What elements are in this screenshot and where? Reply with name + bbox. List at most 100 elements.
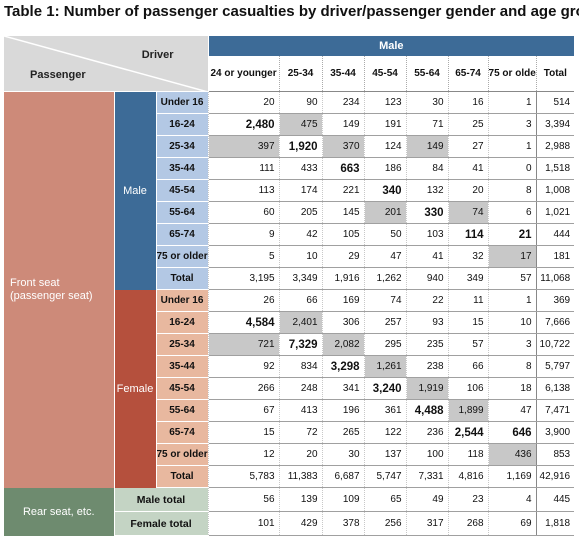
table-cell: 1,919 (405, 377, 449, 400)
table-cell: 181 (535, 245, 575, 268)
age-group-label: 35-44 (156, 355, 209, 378)
table-cell: 186 (363, 157, 407, 180)
age-group-label: 65-74 (156, 223, 209, 246)
table-cell: 234 (321, 91, 365, 114)
table-cell: 103 (405, 223, 449, 246)
table-cell: 3,394 (535, 113, 575, 136)
table-cell: 30 (405, 91, 449, 114)
table-cell: 196 (321, 399, 365, 422)
table-cell: 6 (487, 201, 537, 224)
column-header: Total (535, 56, 575, 92)
table-cell: 67 (207, 399, 280, 422)
table-corner-header: Driver Passenger (4, 36, 209, 92)
column-header: 24 or younger (207, 56, 280, 92)
table-cell: 445 (535, 487, 575, 512)
table-cell: 47 (363, 245, 407, 268)
table-cell: 29 (321, 245, 365, 268)
table-cell: 1,518 (535, 157, 575, 180)
table-cell: 7,666 (535, 311, 575, 334)
table-cell: 330 (405, 201, 449, 224)
table-row: 45-54 266 248 341 3,240 1,919 106 18 6,138 (4, 377, 575, 400)
table-cell: 397 (207, 135, 280, 158)
age-group-label: 45-54 (156, 179, 209, 202)
column-header: 35-44 (321, 56, 365, 92)
table-cell: 32 (447, 245, 489, 268)
table-cell: 106 (447, 377, 489, 400)
column-header: 75 or older (487, 56, 537, 92)
table-cell: 42,916 (535, 465, 575, 488)
front-seat-label: Front seat (passenger seat) (4, 91, 115, 488)
table-cell: 109 (321, 487, 365, 512)
table-cell: 475 (278, 113, 323, 136)
table-cell: 12 (207, 443, 280, 466)
table-cell: 2,544 (447, 421, 489, 444)
age-group-label: 35-44 (156, 157, 209, 180)
table-cell: 8 (487, 179, 537, 202)
table-cell: 15 (207, 421, 280, 444)
table-row: Total 5,783 11,383 6,687 5,747 7,331 4,816 1,16… (4, 465, 575, 488)
table-cell: 10,722 (535, 333, 575, 356)
table-cell: 113 (207, 179, 280, 202)
table-cell: 41 (447, 157, 489, 180)
age-group-label: 75 or older (156, 245, 209, 268)
table-cell: 66 (278, 289, 323, 312)
table-cell: 341 (321, 377, 365, 400)
table-row: 25-34 721 7,329 2,082 295 235 57 3 10,722 (4, 333, 575, 356)
table-cell: 221 (321, 179, 365, 202)
table-cell: 5 (207, 245, 280, 268)
table-cell: 265 (321, 421, 365, 444)
table-cell: 145 (321, 201, 365, 224)
table-cell: 25 (447, 113, 489, 136)
table-cell: 248 (278, 377, 323, 400)
column-header: 55-64 (405, 56, 449, 92)
table-cell: 646 (487, 421, 537, 444)
table-cell: 50 (363, 223, 407, 246)
table-cell: 4,488 (405, 399, 449, 422)
table-cell: 370 (321, 135, 365, 158)
rear-seat-label: Rear seat, etc. (4, 487, 115, 536)
male-driver-header: Male (208, 36, 575, 56)
table-cell: 266 (207, 377, 280, 400)
table-row: 75 or older 12 20 30 137 100 118 436 853 (4, 443, 575, 466)
table-cell: 2,480 (207, 113, 280, 136)
table-cell: 93 (405, 311, 449, 334)
table-cell: 21 (487, 223, 537, 246)
table-cell: 238 (405, 355, 449, 378)
male-passenger-group: Male (114, 91, 157, 290)
table-cell: 137 (363, 443, 407, 466)
table-cell: 257 (363, 311, 407, 334)
table-cell: 444 (535, 223, 575, 246)
table-row: Female Under 16 26 66 169 74 22 11 1 369 (4, 289, 575, 488)
table-cell: 295 (363, 333, 407, 356)
table-cell: 16 (447, 91, 489, 114)
table-cell: 11,068 (535, 267, 575, 290)
table-row: 45-54 113 174 221 340 132 20 8 1,008 (4, 179, 575, 202)
table-title: Table 1: Number of passenger casualties … (4, 3, 579, 20)
table-cell: 1 (487, 135, 537, 158)
table-cell: 57 (487, 267, 537, 290)
table-cell: 111 (207, 157, 280, 180)
age-group-label: 25-34 (156, 333, 209, 356)
table-row: 55-64 67 413 196 361 4,488 1,899 47 7,471 (4, 399, 575, 422)
table-cell: 22 (405, 289, 449, 312)
column-header: 65-74 (447, 56, 489, 92)
table-cell: 149 (405, 135, 449, 158)
table-cell: 2,988 (535, 135, 575, 158)
table-cell: 49 (405, 487, 449, 512)
table-cell: 8 (487, 355, 537, 378)
table-cell: 940 (405, 267, 449, 290)
table-cell: 663 (321, 157, 365, 180)
table-row: 65-74 9 42 105 50 103 114 21 444 (4, 223, 575, 246)
table-cell: 3 (487, 113, 537, 136)
table-cell: 3,298 (321, 355, 365, 378)
table-cell: 1 (487, 289, 537, 312)
age-group-label: 16-24 (156, 113, 209, 136)
table-cell: 4,584 (207, 311, 280, 334)
table-cell: 30 (321, 443, 365, 466)
age-group-label: Total (156, 267, 209, 290)
table-row: 35-44 111 433 663 186 84 41 0 1,518 (4, 157, 575, 180)
table-row: 35-44 92 834 3,298 1,261 238 66 8 5,797 (4, 355, 575, 378)
table-cell: 340 (363, 179, 407, 202)
table-cell: 361 (363, 399, 407, 422)
age-group-label: 45-54 (156, 377, 209, 400)
